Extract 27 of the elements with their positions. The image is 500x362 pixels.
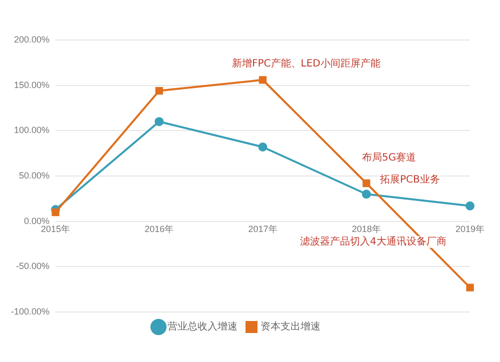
- point: [52, 208, 60, 216]
- x-tick-label: 2017年: [248, 224, 278, 234]
- annotation: 拓展PCB业务: [379, 174, 440, 186]
- legend-label: 资本支出增速: [260, 320, 320, 333]
- point: [362, 190, 371, 199]
- point: [466, 284, 474, 292]
- point: [155, 86, 163, 95]
- point: [258, 142, 268, 152]
- point: [154, 117, 164, 126]
- y-tick-label: -50.00%: [16, 261, 50, 272]
- x-tick-label: 2018年: [352, 224, 381, 234]
- point: [466, 201, 474, 210]
- y-tick-label: 200.00%: [14, 34, 50, 44]
- annotation: 布局5G赛道: [362, 152, 416, 164]
- x-tick-label: 2016年: [144, 224, 174, 234]
- x-tick-label: 2015年: [41, 224, 70, 234]
- y-tick-label: 100.00%: [14, 125, 50, 136]
- y-tick-label: 50.00%: [18, 170, 50, 180]
- legend-label: 营业总收入增速: [168, 320, 238, 333]
- point: [362, 179, 370, 188]
- y-tick-label: 150.00%: [14, 80, 50, 90]
- y-tick-label: -100.00%: [10, 306, 50, 316]
- annotation: 滤波器产品切入4大通讯设备厂商: [300, 236, 446, 248]
- point: [258, 76, 267, 84]
- x-tick-label: 2019年: [455, 224, 485, 234]
- y-tick-label: 0.00%: [24, 216, 50, 226]
- annotation: 新增FPC产能、LED小间距屏产能: [232, 58, 380, 70]
